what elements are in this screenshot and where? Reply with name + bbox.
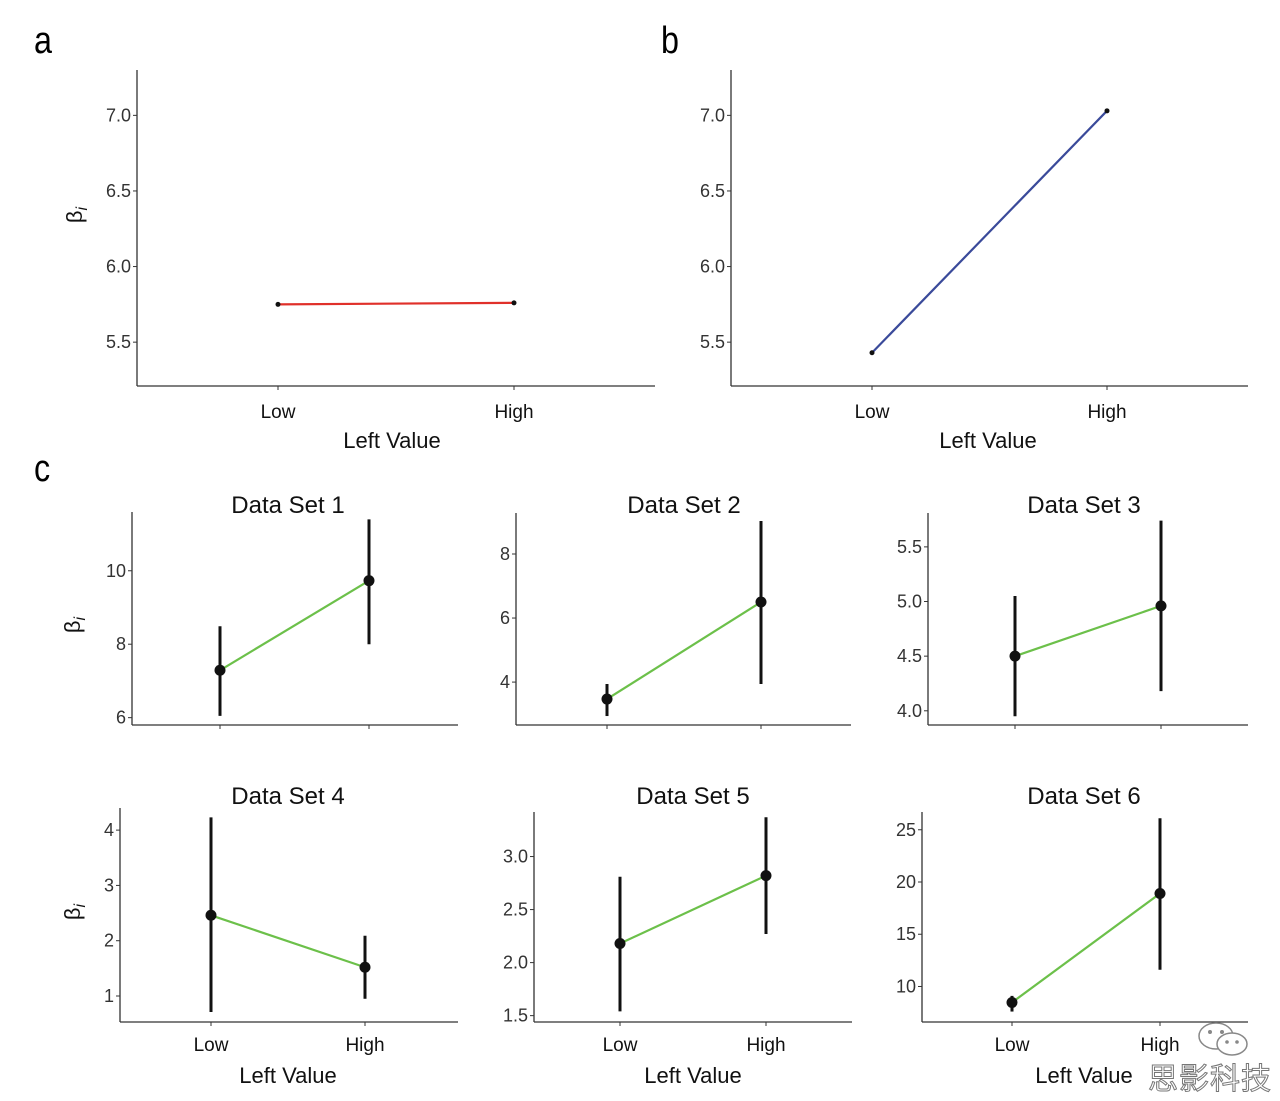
panel-label-a: a xyxy=(34,20,52,62)
y-axis-title: βi xyxy=(62,206,91,223)
chart-title: Data Set 2 xyxy=(627,492,740,519)
data-point xyxy=(760,870,772,882)
chart-title: Data Set 5 xyxy=(636,783,749,810)
y-tick-label: 1 xyxy=(104,986,114,1006)
series-line xyxy=(606,601,762,700)
data-point xyxy=(1155,600,1167,612)
data-point xyxy=(359,961,371,973)
series-line xyxy=(619,874,767,945)
data-point xyxy=(869,350,875,356)
y-tick-label: 1.5 xyxy=(503,1006,528,1026)
series-line xyxy=(1014,604,1162,658)
series-line xyxy=(277,301,515,306)
data-point xyxy=(1009,650,1021,662)
x-tick-label: Low xyxy=(194,1035,229,1056)
y-tick-label: 6 xyxy=(116,708,126,728)
y-tick-label: 4 xyxy=(500,672,510,692)
y-tick-label: 10 xyxy=(896,976,916,996)
y-tick-label: 3.0 xyxy=(503,847,528,867)
y-tick-label: 5.5 xyxy=(897,537,922,557)
data-point xyxy=(214,664,226,676)
data-point xyxy=(1104,108,1110,114)
data-point xyxy=(1154,887,1166,899)
y-tick-label: 7.0 xyxy=(700,105,725,125)
data-point xyxy=(601,693,613,705)
subscript-i: i xyxy=(74,206,91,210)
panel-b: 5.5 6.0 6.5 7.0 Low High Left Value xyxy=(700,70,1248,453)
y-tick-label: 15 xyxy=(896,924,916,944)
series-line xyxy=(210,914,366,969)
subscript-i: i xyxy=(72,616,89,620)
x-axis-title: Left Value xyxy=(644,1063,741,1088)
chart-title: Data Set 4 xyxy=(231,783,344,810)
x-axis-title: Left Value xyxy=(1035,1063,1132,1088)
series-line xyxy=(871,110,1108,354)
series-line xyxy=(1011,892,1161,1004)
panel-c6: 10 15 20 25 Low High Left Value Data Set 6 xyxy=(896,783,1248,1088)
y-tick-label: 6.5 xyxy=(700,181,725,201)
x-tick-label: High xyxy=(746,1035,785,1056)
data-point xyxy=(205,909,217,921)
series-line xyxy=(219,579,370,672)
chart-title: Data Set 6 xyxy=(1027,783,1140,810)
y-tick-label: 10 xyxy=(106,561,126,581)
x-tick-label: Low xyxy=(603,1035,638,1056)
x-axis-title: Left Value xyxy=(939,428,1036,453)
data-point xyxy=(755,596,767,608)
chart-title: Data Set 1 xyxy=(231,492,344,519)
panel-c4: 1 2 3 4 Low High Left Value Data Set 4 βi xyxy=(60,783,458,1088)
watermark-text: 思影科技 xyxy=(1148,1062,1272,1097)
data-point xyxy=(275,301,281,307)
data-point xyxy=(511,300,517,306)
y-tick-label: 6.0 xyxy=(700,257,725,277)
wechat-icon xyxy=(1198,1022,1248,1056)
data-point xyxy=(363,575,375,587)
x-tick-label: High xyxy=(345,1035,384,1056)
y-axis-title: βi xyxy=(60,903,89,920)
x-tick-label: Low xyxy=(261,402,296,423)
panel-label-b: b xyxy=(661,20,679,62)
y-tick-label: 2.5 xyxy=(503,900,528,920)
y-tick-label: 6.0 xyxy=(106,257,131,277)
y-tick-label: 7.0 xyxy=(106,105,131,125)
y-tick-label: 4 xyxy=(104,820,114,840)
y-tick-label: 5.5 xyxy=(700,332,725,352)
y-tick-label: 8 xyxy=(500,544,510,564)
y-tick-label: 3 xyxy=(104,875,114,895)
y-tick-label: 6 xyxy=(500,608,510,628)
x-tick-label: Low xyxy=(855,402,890,423)
y-tick-label: 2.0 xyxy=(503,953,528,973)
y-tick-label: 6.5 xyxy=(106,181,131,201)
y-tick-label: 2 xyxy=(104,931,114,951)
y-tick-label: 20 xyxy=(896,872,916,892)
x-axis-title: Left Value xyxy=(343,428,440,453)
y-tick-label: 4.5 xyxy=(897,646,922,666)
y-axis-title: βi xyxy=(60,616,89,633)
x-axis-title: Left Value xyxy=(239,1063,336,1088)
y-tick-label: 25 xyxy=(896,820,916,840)
panel-label-c: c xyxy=(34,448,51,490)
x-tick-label: High xyxy=(1087,402,1126,423)
panel-c2: 4 6 8 Data Set 2 xyxy=(500,492,851,729)
y-tick-label: 4.0 xyxy=(897,701,922,721)
x-tick-label: High xyxy=(1140,1035,1179,1056)
panel-c3: 4.0 4.5 5.0 5.5 Data Set 3 xyxy=(897,492,1248,729)
subscript-i: i xyxy=(72,903,89,907)
y-tick-label: 5.5 xyxy=(106,332,131,352)
data-point xyxy=(1006,996,1018,1008)
data-point xyxy=(614,938,626,950)
x-tick-label: Low xyxy=(995,1035,1030,1056)
y-tick-label: 8 xyxy=(116,634,126,654)
y-tick-label: 5.0 xyxy=(897,592,922,612)
panel-c1: 6 8 10 Data Set 1 βi xyxy=(60,492,458,729)
x-tick-label: High xyxy=(494,402,533,423)
panel-a: 5.5 6.0 6.5 7.0 Low High Left Value βi xyxy=(62,70,655,453)
chart-title: Data Set 3 xyxy=(1027,492,1140,519)
